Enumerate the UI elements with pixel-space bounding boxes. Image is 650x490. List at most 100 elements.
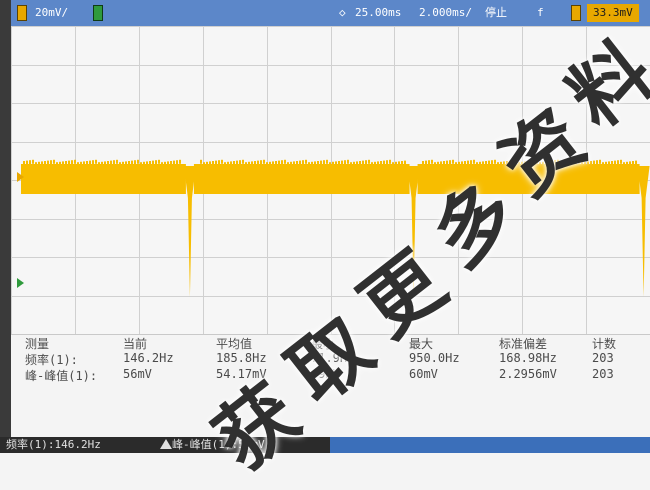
waveform-noise <box>26 160 28 165</box>
waveform-noise <box>299 160 301 165</box>
waveform-noise <box>89 160 91 165</box>
waveform-noise <box>32 159 34 164</box>
row-frequency-count: 203 <box>592 351 614 365</box>
waveform-noise <box>77 162 79 167</box>
waveform-noise <box>74 159 76 164</box>
waveform-noise <box>392 162 394 167</box>
waveform-noise <box>359 161 361 165</box>
waveform-noise <box>86 161 88 165</box>
freq-readout: 频率(1):146.2Hz <box>6 438 101 451</box>
waveform-dropout-spike <box>407 166 420 298</box>
waveform-noise <box>356 161 358 166</box>
waveform-noise <box>104 161 106 166</box>
waveform-noise <box>269 161 271 166</box>
header-mean: 平均值 <box>216 337 253 351</box>
row-frequency-mean: 185.8Hz <box>216 351 267 365</box>
waveform-noise <box>578 159 580 164</box>
waveform-noise <box>602 162 604 167</box>
waveform-noise <box>611 161 613 165</box>
ch1-scale: 20mV/ <box>35 6 69 19</box>
waveform-noise <box>29 160 31 165</box>
waveform-noise <box>425 160 427 165</box>
row-pkpk-count: 203 <box>592 367 614 381</box>
waveform-noise <box>83 161 85 166</box>
waveform-noise <box>290 161 292 166</box>
header-min: 最小 <box>311 337 336 351</box>
waveform-noise <box>167 161 169 166</box>
waveform-noise <box>404 160 406 165</box>
waveform-noise <box>590 161 592 165</box>
status-bar: 20mV/ ◇ 25.00ms 2.000ms/ 停止 f 33.3mV <box>11 0 650 26</box>
waveform-noise <box>53 159 55 164</box>
waveform-noise <box>41 161 43 166</box>
waveform-noise <box>224 162 226 167</box>
waveform-noise <box>176 160 178 165</box>
row-pkpk-std: 2.2956mV <box>499 367 557 381</box>
waveform-noise <box>572 160 574 165</box>
waveform-noise <box>107 161 109 165</box>
waveform-noise <box>470 160 472 165</box>
waveform-noise <box>395 161 397 166</box>
row-frequency-current: 146.2Hz <box>123 351 174 365</box>
row-pkpk-current: 56mV <box>123 367 152 381</box>
waveform-noise <box>494 159 496 164</box>
waveform-noise <box>545 161 547 166</box>
waveform-noise <box>557 159 559 164</box>
softkey-bar: 频率(1):146.2Hz 峰-峰值(1):56mV <box>0 437 650 453</box>
waveform-noise <box>485 161 487 165</box>
waveform-noise <box>302 160 304 165</box>
waveform-noise <box>374 161 376 166</box>
waveform-noise <box>350 162 352 167</box>
waveform-noise <box>362 160 364 165</box>
waveform-noise <box>320 160 322 165</box>
waveform-noise <box>452 159 454 164</box>
waveform-noise <box>221 159 223 164</box>
waveform-noise <box>437 161 439 166</box>
trigger-channel-indicator <box>571 5 581 21</box>
softkey-area[interactable] <box>330 437 650 453</box>
waveform-noise <box>431 159 433 164</box>
waveform-noise <box>341 160 343 165</box>
row-frequency-std: 168.98Hz <box>499 351 557 365</box>
waveform-noise <box>95 159 97 164</box>
waveform-noise <box>152 160 154 165</box>
waveform-noise <box>605 161 607 166</box>
waveform-noise <box>626 161 628 166</box>
channel-1-offset-marker[interactable] <box>17 172 24 182</box>
waveform-noise <box>203 162 205 167</box>
row-pkpk-mean: 54.17mV <box>216 367 267 381</box>
channel-2-indicator[interactable] <box>93 5 103 21</box>
waveform-noise <box>593 160 595 165</box>
waveform-noise <box>497 162 499 167</box>
left-rail <box>0 0 11 453</box>
pkpk-readout: 峰-峰值(1):56mV <box>172 438 265 451</box>
waveform-noise <box>23 161 25 165</box>
waveform-noise <box>635 160 637 165</box>
waveform-noise <box>71 160 73 165</box>
waveform-noise <box>110 160 112 165</box>
waveform-noise <box>338 161 340 165</box>
waveform-noise <box>467 160 469 165</box>
run-state[interactable]: 停止 <box>485 6 507 19</box>
waveform-noise <box>68 160 70 165</box>
waveform-noise <box>272 161 274 166</box>
waveform-noise <box>428 160 430 165</box>
waveform-noise <box>65 161 67 165</box>
waveform-noise <box>377 161 379 166</box>
menu-up-icon[interactable] <box>160 439 172 449</box>
trigger-level-marker[interactable] <box>17 278 24 288</box>
channel-1-indicator[interactable] <box>17 5 27 21</box>
waveform-noise <box>449 160 451 165</box>
waveform-noise <box>560 162 562 167</box>
waveform-svg <box>11 26 650 335</box>
waveform-band-segment <box>417 164 640 194</box>
waveform-noise <box>248 161 250 166</box>
waveform-noise <box>383 160 385 165</box>
waveform-noise <box>380 161 382 165</box>
waveform-noise <box>518 162 520 167</box>
waveform-noise <box>455 162 457 167</box>
waveform-noise <box>164 161 166 166</box>
waveform-band-segment <box>21 164 186 194</box>
waveform-noise <box>308 162 310 167</box>
waveform-noise <box>596 160 598 165</box>
